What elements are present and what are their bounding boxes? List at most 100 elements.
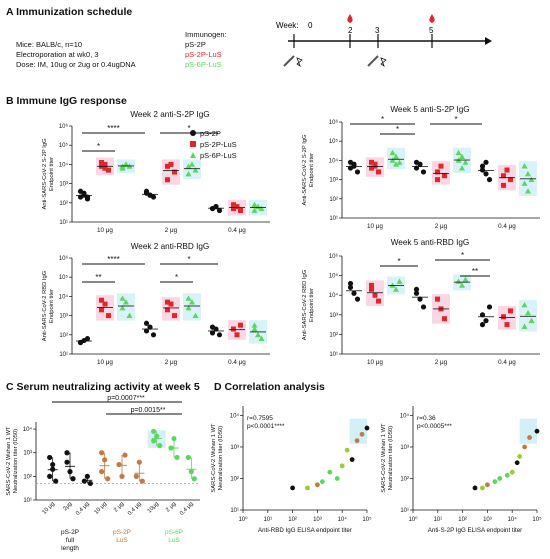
data-point (231, 206, 236, 212)
y-axis-label: Endpoint titer (49, 289, 55, 323)
data-point (417, 296, 423, 302)
y-tick-label: 10² (59, 333, 68, 339)
data-point (369, 159, 374, 165)
shade-box (519, 418, 537, 444)
shade-box (96, 295, 114, 321)
data-point (459, 165, 465, 171)
x-tick-label: 2 μg (435, 359, 448, 366)
data-point (438, 163, 444, 169)
y-tick-label: 10¹ (59, 220, 68, 226)
data-point (534, 428, 540, 434)
y-tick-label: 10³ (329, 178, 338, 184)
x-tick-label: 10 μg (97, 227, 113, 234)
data-point (185, 454, 191, 461)
p-value-label: p<0.0001**** (247, 423, 285, 430)
data-point (150, 332, 157, 338)
panel-c-title: C Serum neutralizing activity at week 5 (6, 381, 200, 393)
data-point (216, 207, 223, 214)
y-axis-label: Neutralization titer (ID50) (388, 426, 394, 491)
data-point (165, 177, 170, 183)
y-tick-label: 10² (23, 474, 32, 480)
week-label: Week: (276, 21, 299, 30)
data-point (393, 286, 399, 292)
data-point (396, 159, 403, 165)
x-tick-label: 0.4 μg (127, 501, 143, 517)
y-tick-label: 10⁶ (329, 119, 339, 126)
data-point (172, 169, 177, 175)
y-tick-label: 10⁶ (329, 253, 339, 260)
shade-box (117, 293, 135, 321)
data-point (483, 318, 489, 324)
data-point (485, 482, 490, 488)
y-tick-label: 10⁵ (59, 142, 69, 149)
data-point (389, 149, 396, 156)
data-point (64, 459, 70, 465)
x-tick-label: 10⁰ (238, 516, 248, 523)
timeline: Week: 0 2 3 5 (276, 14, 492, 68)
y-tick-label: 10³ (329, 313, 338, 319)
data-point (216, 332, 223, 338)
data-point (501, 182, 506, 188)
y-axis-label: SARS-CoV-2 Wuhan 1 WT (6, 426, 12, 496)
blood-drop-icon (429, 14, 435, 23)
y-tick-label: 10² (400, 476, 409, 482)
data-point (136, 459, 142, 465)
data-point (147, 192, 153, 198)
data-point (501, 173, 506, 179)
data-point (106, 167, 111, 173)
chart-neutralizing: 10⁴ 10³ 10² 10¹ SARS-CoV-2 Wuhan 1 WT Neutral… (6, 395, 200, 552)
data-point (151, 428, 157, 435)
x-tick-label: 10 μg (41, 501, 56, 516)
y-tick-label: 10² (230, 476, 239, 482)
data-point (64, 450, 70, 456)
x-tick-label: 2 μg (435, 223, 448, 230)
data-point (413, 159, 420, 165)
syringe-icon (283, 55, 303, 68)
data-point (238, 322, 243, 328)
data-point (501, 314, 506, 320)
data-point (258, 205, 265, 211)
data-point (354, 169, 361, 175)
p-value-label: p=0.0015** (131, 407, 166, 414)
chart-corr-s2p: 10⁴ 10³ 10² 10¹ 10⁰ 10¹ 10² 10³ 10⁴ 10⁵ SARS-CoV-2… (381, 406, 542, 534)
data-point (420, 169, 427, 175)
data-point (525, 309, 531, 316)
data-point (462, 159, 469, 165)
x-tick-label: 10 μg (97, 359, 113, 366)
significance-label: * (461, 251, 464, 260)
data-point (231, 326, 236, 332)
data-point (70, 476, 76, 482)
y-axis-label: Anti-SARS-CoV-2 RBD IgG (302, 269, 308, 340)
data-point (483, 159, 489, 165)
y-tick-label: 10⁴ (230, 412, 240, 419)
data-point (376, 298, 381, 304)
data-point (151, 438, 157, 444)
chart-title-w2-rbd: Week 2 anti-RBD IgG (130, 242, 210, 251)
data-point (172, 313, 177, 319)
data-point (305, 485, 310, 491)
y-tick-label: 10¹ (230, 508, 239, 514)
x-tick-label: 0.4 μg (498, 223, 516, 230)
y-tick-label: 10⁴ (59, 293, 69, 300)
y-tick-label: 10⁵ (329, 138, 339, 145)
data-point (393, 161, 399, 167)
data-point (238, 207, 243, 213)
chart-title-w5-rbd: Week 5 anti-RBD IgG (390, 238, 470, 247)
x-tick-label: 10⁴ (508, 516, 518, 523)
y-axis-label: Anti-SARS-CoV-2 S-2P IgG (42, 138, 48, 210)
data-point (116, 461, 122, 468)
data-point (372, 292, 378, 298)
data-point (209, 324, 216, 330)
timeline-arrowhead (485, 37, 492, 45)
x-tick-label: 10⁵ (532, 516, 542, 523)
immunogen-ps2p: pS-2P (185, 40, 206, 49)
data-point (527, 435, 532, 440)
data-point (344, 447, 350, 453)
panel-a-info: Mice: BALB/c, n=10 Electroporation at wk… (16, 40, 136, 70)
y-tick-label: 10⁴ (23, 426, 33, 433)
data-point (459, 282, 465, 288)
data-point (168, 161, 174, 167)
blood-drop-icon (347, 14, 353, 23)
data-point (413, 290, 420, 296)
y-tick-label: 10¹ (400, 508, 409, 514)
